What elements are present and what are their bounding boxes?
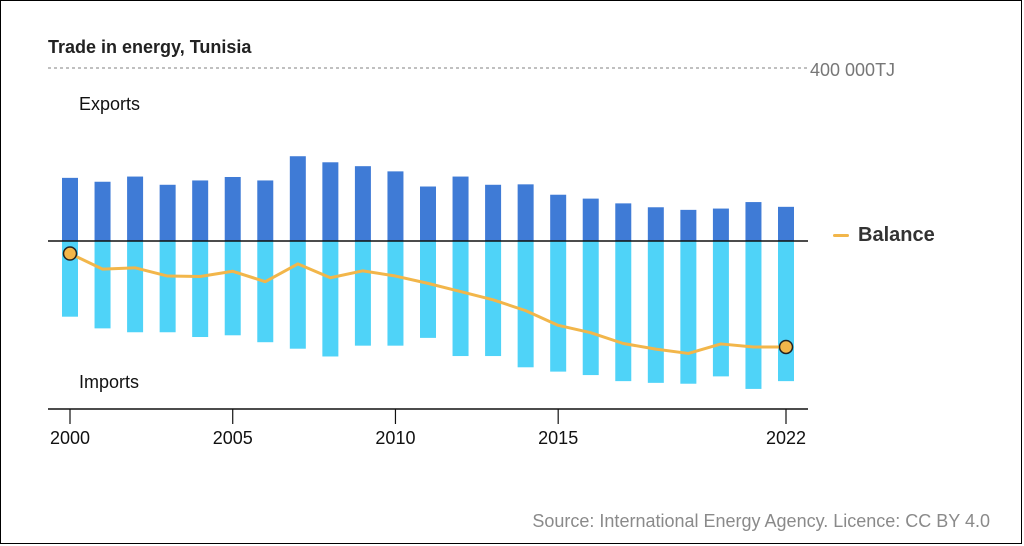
imports-bar <box>192 241 209 338</box>
balance-line <box>68 252 788 355</box>
imports-bar <box>159 241 176 333</box>
imports-bar <box>322 241 339 357</box>
legend-balance-swatch <box>833 234 849 237</box>
exports-bar <box>550 194 567 241</box>
imports-bar <box>680 241 697 384</box>
exports-bar <box>485 184 502 241</box>
exports-bar <box>94 181 111 241</box>
imports-bar <box>257 241 274 343</box>
x-tick-label: 2022 <box>766 428 806 448</box>
exports-bar <box>387 171 404 241</box>
x-tick-label: 2000 <box>50 428 90 448</box>
imports-bar <box>517 241 534 368</box>
exports-bar <box>452 176 469 241</box>
exports-bar <box>680 209 697 241</box>
exports-bar <box>745 202 762 241</box>
imports-bar <box>452 241 469 357</box>
exports-bar <box>224 176 241 241</box>
exports-bar <box>257 180 274 241</box>
imports-bar <box>615 241 632 382</box>
imports-bar <box>354 241 371 346</box>
legend: Balance <box>833 224 935 247</box>
balance-point <box>62 246 78 261</box>
exports-bar <box>712 208 729 241</box>
x-tick-label: 2005 <box>213 428 253 448</box>
exports-bar <box>192 180 209 241</box>
imports-bar <box>745 241 762 389</box>
exports-bar <box>354 166 371 241</box>
source-note: Source: International Energy Agency. Lic… <box>532 511 990 531</box>
imports-bar <box>550 241 567 372</box>
exports-bar <box>289 156 306 241</box>
imports-bar <box>289 241 306 349</box>
imports-section-label: Imports <box>79 372 140 392</box>
exports-bar <box>778 206 794 241</box>
imports-bar <box>420 241 436 338</box>
legend-balance-label: Balance <box>858 224 935 246</box>
imports-bar <box>62 241 78 317</box>
imports-bar <box>94 241 111 329</box>
exports-bar <box>62 177 78 241</box>
imports-bar <box>127 241 144 333</box>
imports-bar <box>647 241 664 383</box>
imports-bar <box>224 241 241 336</box>
exports-bar <box>420 186 436 241</box>
imports-bar <box>712 241 729 377</box>
exports-bar <box>615 203 632 241</box>
scale-label: 400 000TJ <box>810 60 896 80</box>
exports-bar <box>127 176 144 241</box>
exports-bar <box>647 207 664 241</box>
exports-bar <box>322 162 339 241</box>
exports-bar <box>159 184 176 241</box>
exports-bar <box>582 198 599 241</box>
imports-bar <box>778 241 794 382</box>
imports-bar <box>387 241 404 346</box>
exports-bar <box>517 184 534 241</box>
imports-bar <box>582 241 599 376</box>
balance-point <box>778 339 794 355</box>
x-tick-label: 2015 <box>538 428 578 448</box>
exports-section-label: Exports <box>79 94 141 114</box>
chart-title: Trade in energy, Tunisia <box>48 37 252 57</box>
x-tick-label: 2010 <box>375 428 415 448</box>
